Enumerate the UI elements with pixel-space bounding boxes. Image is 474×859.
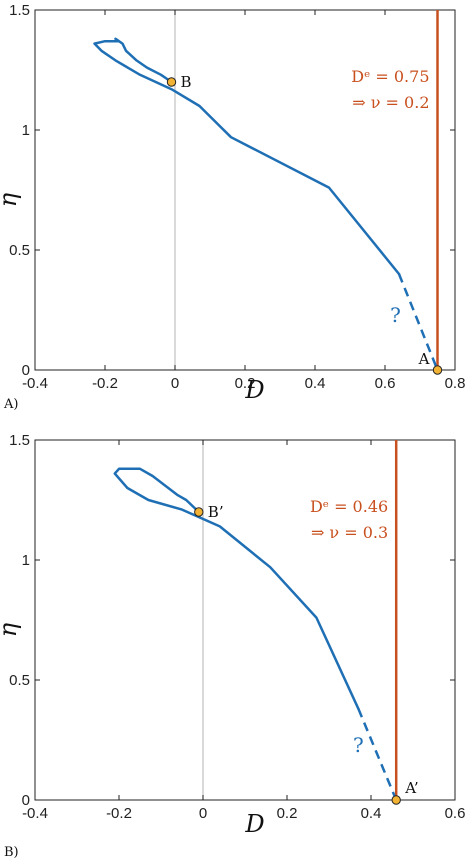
x-tick-label: -0.2	[106, 805, 132, 822]
x-tick-label: 0.2	[277, 805, 298, 822]
x-tick-label: 0	[171, 375, 179, 392]
x-tick-label: -0.4	[22, 375, 48, 392]
axes-box	[34, 439, 456, 801]
point-marker	[391, 795, 401, 805]
point-label: B	[181, 73, 192, 91]
poisson-annotation: ⇒ ν = 0.2	[352, 93, 429, 112]
x-tick-label: 0.4	[361, 805, 382, 822]
panel-label: B)	[4, 845, 19, 859]
y-tick-label: 1.5	[9, 2, 30, 19]
point-label: B’	[208, 503, 224, 521]
threshold-annotation: Dᵉ = 0.46	[310, 497, 388, 516]
y-axis-label: η	[0, 622, 22, 637]
x-tick-label: 0.2	[235, 375, 256, 392]
unknown-path-marker: ?	[353, 733, 364, 757]
point-label: A	[418, 350, 430, 368]
x-axis-label: D	[244, 810, 264, 838]
y-tick-label: 0	[22, 792, 30, 809]
chart-panel-b: -0.4 -0.2 0 0.2 0.4 0.6 0 0.5 1 1.5 Dη B) Dᵉ = 0.46 ⇒…	[0, 432, 465, 859]
poisson-annotation: ⇒ ν = 0.3	[311, 523, 388, 542]
trajectory-line	[113, 467, 360, 711]
x-tick-label: 0.4	[305, 375, 326, 392]
trajectory-dashed-line	[357, 708, 398, 801]
unknown-path-marker: ?	[390, 303, 401, 327]
trajectory-line	[93, 37, 401, 276]
y-tick-label: 0.5	[9, 242, 30, 259]
y-axis-label: η	[0, 192, 22, 207]
y-tick-label: 1.5	[9, 432, 30, 449]
panel-label: A)	[3, 397, 18, 412]
y-tick-label: 1	[22, 122, 30, 139]
x-tick-label: -0.4	[22, 805, 48, 822]
point-marker	[194, 507, 204, 517]
y-tick-label: 0	[22, 362, 30, 379]
x-tick-label: -0.2	[92, 375, 118, 392]
trajectory-dashed-line	[397, 273, 439, 371]
x-axis-label: D	[244, 376, 264, 404]
y-tick-label: 1	[22, 552, 30, 569]
point-marker	[166, 77, 177, 87]
x-tick-label: 0.6	[375, 375, 396, 392]
threshold-annotation: Dᵉ = 0.75	[351, 67, 429, 86]
x-tick-label: 0.8	[445, 375, 466, 392]
x-tick-label: 0	[199, 805, 207, 822]
chart-panel-a: -0.4 -0.2 0 0.2 0.4 0.6 0.8 0 0.5 1 1.5 Dη A) Dᵉ = 0.…	[0, 2, 465, 412]
y-tick-label: 0.5	[9, 672, 30, 689]
x-tick-label: 0.6	[445, 805, 466, 822]
point-marker	[432, 365, 443, 375]
point-label: A’	[404, 779, 418, 797]
